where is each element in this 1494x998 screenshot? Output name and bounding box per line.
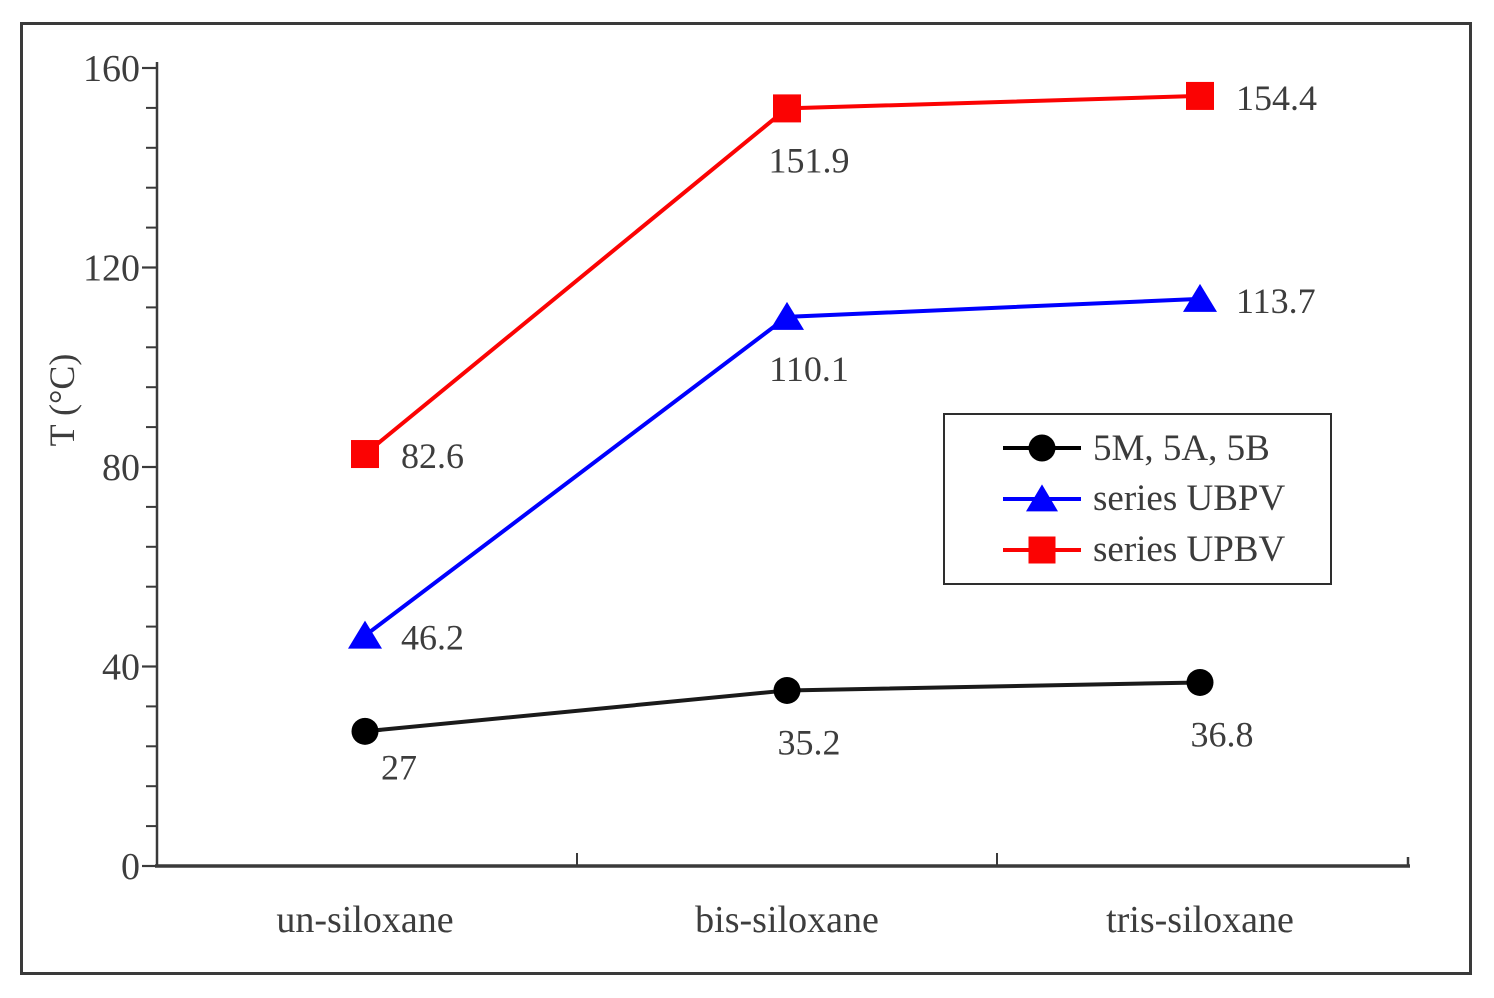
data-point-label: 151.9 — [769, 140, 850, 180]
legend-marker-triangle-icon — [1003, 484, 1081, 512]
data-point-label: 46.2 — [401, 618, 464, 658]
y-tick-label: 120 — [83, 248, 140, 290]
legend-item: series UPBV — [1003, 528, 1320, 572]
legend-item: series UBPV — [1003, 477, 1320, 521]
y-tick-label: 40 — [102, 647, 140, 689]
legend-marker-circle-icon — [1003, 434, 1081, 462]
x-category-label: bis-siloxane — [695, 899, 879, 941]
figure-border — [20, 22, 1472, 975]
x-category-label: tris-siloxane — [1106, 899, 1294, 941]
data-point-label: 113.7 — [1236, 281, 1316, 321]
data-point-marker-triangle — [770, 301, 804, 330]
legend-marker-square-icon — [1003, 536, 1081, 564]
data-point-marker-square — [351, 440, 379, 469]
legend-item: 5M, 5A, 5B — [1003, 426, 1320, 470]
data-point-marker-circle — [773, 676, 801, 704]
data-point-label: 110.1 — [769, 349, 849, 389]
data-point-marker-square — [773, 94, 801, 123]
data-point-marker-triangle — [348, 620, 382, 649]
data-point-marker-square — [1186, 81, 1214, 110]
data-point-label: 35.2 — [778, 722, 841, 762]
y-tick-label: 160 — [83, 48, 140, 90]
y-tick-label: 0 — [121, 846, 140, 888]
data-point-label: 36.8 — [1191, 714, 1254, 754]
legend: 5M, 5A, 5B series UBPV series UPBV — [943, 413, 1332, 585]
y-tick-label: 80 — [102, 447, 140, 489]
data-point-label: 82.6 — [401, 436, 464, 476]
data-point-marker-triangle — [1183, 283, 1217, 312]
y-axis-title: T (°C) — [42, 354, 82, 447]
data-point-marker-circle — [351, 717, 379, 745]
legend-item-label: 5M, 5A, 5B — [1093, 427, 1270, 469]
x-category-label: un-siloxane — [276, 899, 453, 941]
data-point-marker-circle — [1186, 668, 1214, 696]
data-point-label: 154.4 — [1236, 78, 1317, 118]
data-point-label: 27 — [381, 747, 417, 787]
legend-item-label: series UBPV — [1093, 478, 1286, 520]
legend-item-label: series UPBV — [1093, 529, 1286, 571]
